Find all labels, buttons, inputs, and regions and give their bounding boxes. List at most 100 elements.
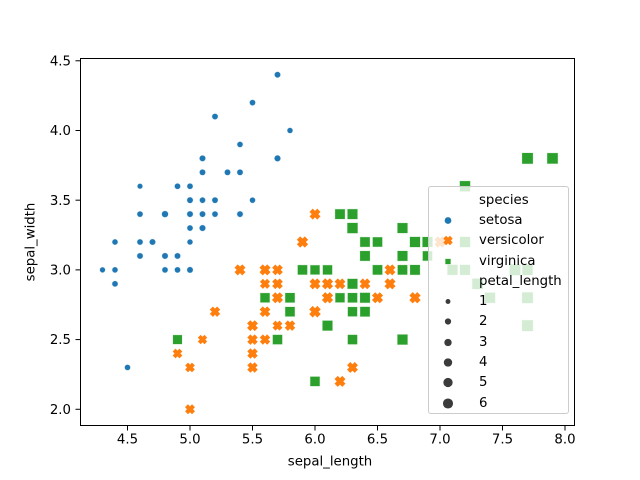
- data-point-setosa: [198, 196, 207, 204]
- data-point-versicolor: [209, 306, 221, 317]
- data-point-versicolor: [309, 278, 321, 290]
- data-point-virginica: [359, 236, 371, 248]
- data-point-setosa: [136, 182, 144, 190]
- data-point-setosa: [173, 266, 182, 274]
- size-marker-icon: [443, 358, 453, 367]
- data-point-virginica: [546, 152, 559, 165]
- data-point-virginica: [346, 222, 359, 235]
- data-point-setosa: [248, 196, 257, 204]
- versicolor-marker-icon: [443, 235, 453, 246]
- legend-item-virginica: virginica: [429, 251, 568, 271]
- data-point-versicolor: [321, 292, 334, 304]
- data-point-setosa: [123, 363, 132, 372]
- data-point-virginica: [334, 208, 346, 220]
- data-point-setosa: [211, 112, 219, 121]
- data-point-versicolor: [321, 278, 334, 290]
- data-point-virginica: [346, 292, 359, 304]
- data-point-virginica: [346, 277, 359, 290]
- data-point-versicolor: [272, 292, 283, 304]
- x-axis-label: sepal_length: [287, 454, 373, 470]
- data-point-versicolor: [259, 278, 271, 289]
- data-point-setosa: [198, 210, 207, 218]
- y-tick-label: 3.0: [50, 263, 71, 278]
- data-point-versicolor: [247, 334, 258, 345]
- data-point-setosa: [236, 210, 244, 218]
- legend-item-size-3-label: 3: [479, 334, 488, 350]
- legend-item-size-1-label: 1: [479, 294, 488, 310]
- data-point-virginica: [371, 264, 384, 276]
- data-point-setosa: [198, 168, 207, 177]
- y-tick-label: 2.5: [50, 333, 71, 348]
- data-point-versicolor: [309, 208, 321, 220]
- x-tick-label: 7.5: [492, 433, 513, 448]
- data-point-versicolor: [384, 264, 396, 276]
- x-tick-label: 8.0: [554, 433, 575, 448]
- legend-item-size-1: 1: [429, 291, 568, 311]
- data-point-versicolor: [296, 236, 309, 248]
- data-point-virginica: [346, 333, 359, 346]
- legend-item-size-3: 3: [429, 332, 568, 352]
- data-point-versicolor: [347, 362, 358, 373]
- size-marker-icon: [442, 398, 454, 409]
- virginica-marker-icon: [445, 258, 451, 264]
- data-point-virginica: [172, 334, 183, 345]
- plot-frame: [80, 58, 575, 426]
- legend-item-size-2-label: 2: [479, 314, 488, 330]
- data-point-setosa: [99, 266, 106, 274]
- data-point-setosa: [173, 182, 182, 190]
- data-point-setosa: [111, 280, 119, 288]
- legend-item-size-5-label: 5: [479, 375, 488, 391]
- data-point-versicolor: [185, 362, 195, 373]
- data-point-setosa: [236, 140, 244, 149]
- data-point-setosa: [186, 238, 194, 246]
- data-point-virginica: [346, 306, 359, 318]
- data-point-versicolor: [259, 306, 271, 318]
- data-point-virginica: [409, 264, 421, 276]
- data-point-virginica: [359, 305, 371, 318]
- legend-item-versicolor-label: versicolor: [479, 233, 544, 249]
- data-point-virginica: [371, 236, 384, 248]
- data-point-versicolor: [197, 334, 208, 345]
- data-point-virginica: [396, 333, 409, 346]
- y-tick-label: 2.0: [50, 403, 71, 418]
- data-point-virginica: [396, 222, 409, 234]
- legend-item-setosa: setosa: [429, 210, 568, 230]
- data-point-virginica: [321, 264, 334, 276]
- data-point-versicolor: [259, 264, 271, 276]
- data-point-virginica: [521, 152, 534, 165]
- legend: species setosa versicolor virginica petal_le…: [428, 186, 569, 414]
- data-point-setosa: [111, 238, 119, 246]
- x-tick-label: 5.5: [242, 433, 263, 448]
- legend-item-size-5: 5: [429, 373, 568, 393]
- data-point-setosa: [273, 70, 282, 79]
- data-point-setosa: [248, 98, 257, 107]
- data-point-setosa: [198, 224, 207, 232]
- legend-title-species-label: species: [479, 192, 529, 208]
- data-point-versicolor: [272, 264, 283, 276]
- data-point-versicolor: [172, 348, 183, 359]
- data-point-virginica: [284, 292, 296, 304]
- size-marker-icon: [443, 378, 453, 388]
- data-point-virginica: [359, 291, 371, 304]
- data-point-versicolor: [334, 375, 346, 387]
- data-point-virginica: [296, 264, 309, 276]
- data-point-virginica: [409, 236, 421, 248]
- y-tick-label: 4.5: [50, 54, 71, 69]
- data-point-virginica: [334, 292, 346, 304]
- legend-title-species: species: [429, 190, 568, 210]
- data-point-setosa: [186, 210, 194, 218]
- data-point-versicolor: [185, 404, 195, 415]
- data-point-setosa: [173, 252, 182, 260]
- legend-item-size-6: 6: [429, 393, 568, 413]
- x-tick-label: 6.5: [367, 433, 388, 448]
- data-point-setosa: [286, 126, 294, 135]
- x-tick-label: 7.0: [429, 433, 450, 448]
- legend-item-setosa-label: setosa: [479, 212, 523, 228]
- data-point-versicolor: [272, 278, 283, 290]
- size-marker-icon: [444, 318, 452, 326]
- data-point-virginica: [346, 208, 359, 220]
- data-point-setosa: [186, 182, 194, 190]
- x-tick-label: 4.5: [117, 433, 138, 448]
- data-point-setosa: [186, 196, 194, 204]
- data-point-versicolor: [234, 264, 246, 276]
